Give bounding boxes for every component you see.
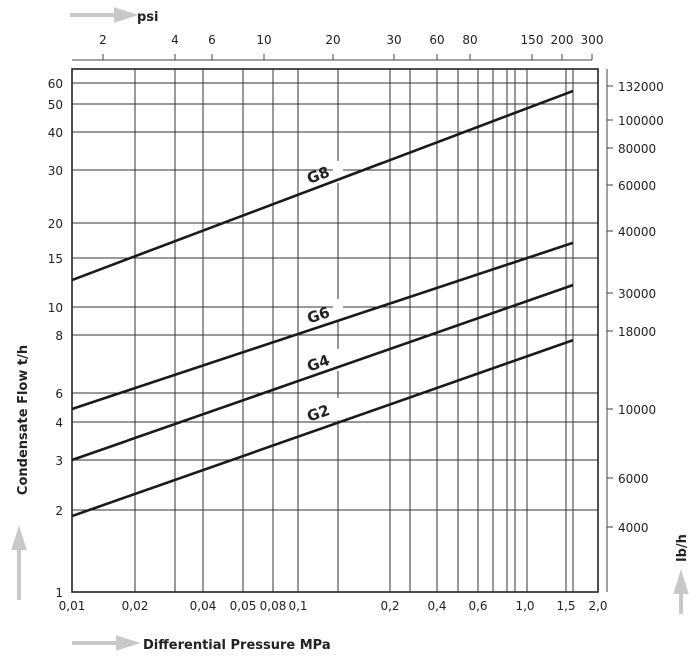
y2-tick-label: 30000	[618, 287, 656, 301]
x2-tick-label: 10	[256, 33, 271, 47]
y2-tick-label: 100000	[618, 114, 664, 128]
y-axis-label: Condensate Flow t/h	[16, 345, 31, 495]
series-line-g8	[71, 89, 574, 282]
series-line-g4	[71, 283, 574, 462]
y-tick-label: 60	[48, 77, 63, 91]
label-gap	[333, 398, 343, 420]
y-tick-label: 20	[48, 217, 63, 231]
label-gap	[333, 349, 343, 371]
x2-axis-label: psi	[137, 10, 159, 25]
y2-tick-label: 18000	[618, 325, 656, 339]
y-tick-label: 2	[55, 504, 63, 518]
arrow-right-icon	[72, 635, 141, 651]
y2-tick-label: 132000	[618, 80, 664, 94]
x2-tick-label: 20	[325, 33, 340, 47]
x-tick-label: 0,04	[190, 599, 217, 613]
y-tick-label: 8	[55, 329, 63, 343]
x-tick-label: 2,0	[588, 599, 607, 613]
y-tick-label: 40	[48, 126, 63, 140]
y-tick-label: 15	[48, 252, 63, 266]
x2-tick-label: 6	[208, 33, 216, 47]
x-tick-label: 1,5	[556, 599, 575, 613]
y-tick-label: 3	[55, 454, 63, 468]
x2-tick-label: 2	[99, 33, 107, 47]
x2-tick-label: 30	[386, 33, 401, 47]
x2-tick-label: 60	[429, 33, 444, 47]
y-tick-label: 10	[48, 301, 63, 315]
y-tick-label: 6	[55, 387, 63, 401]
right-axis-title: lb/h	[673, 534, 690, 614]
x-tick-label: 0,01	[59, 599, 86, 613]
y2-tick-label: 4000	[618, 521, 649, 535]
grid	[72, 69, 598, 592]
x-tick-label: 0,05	[230, 599, 257, 613]
arrow-up-icon	[673, 569, 689, 614]
label-gap	[333, 161, 343, 183]
bottom-axis-title: Differential Pressure MPa	[72, 635, 331, 653]
y-tick-label: 4	[55, 416, 63, 430]
arrow-up-icon	[11, 525, 27, 600]
x-tick-label: 0,02	[122, 599, 149, 613]
x-tick-label: 0,6	[468, 599, 487, 613]
x-tick-label: 0,1	[288, 599, 307, 613]
x2-tick-label: 200	[551, 33, 574, 47]
y2-tick-label: 10000	[618, 403, 656, 417]
top-axis-title: psi	[70, 7, 159, 25]
y2-tick-label: 40000	[618, 225, 656, 239]
x2-tick-label: 150	[521, 33, 544, 47]
x-tick-label: 0,2	[380, 599, 399, 613]
x-tick-label: 0,4	[427, 599, 446, 613]
y-tick-label: 50	[48, 98, 63, 112]
series-line-g6	[71, 241, 574, 411]
y2-tick-label: 60000	[618, 179, 656, 193]
label-gap	[333, 299, 343, 321]
x-tick-label: 1,0	[515, 599, 534, 613]
y-tick-label: 30	[48, 164, 63, 178]
arrow-right-icon	[70, 7, 139, 23]
x-tick-label: 0,08	[260, 599, 287, 613]
x2-tick-label: 4	[171, 33, 179, 47]
plot-frame	[71, 68, 599, 593]
y-tick-label: 1	[55, 586, 63, 600]
x2-tick-label: 80	[462, 33, 477, 47]
x2-tick-label: 300	[581, 33, 604, 47]
y2-tick-label: 80000	[618, 142, 656, 156]
x-axis-label: Differential Pressure MPa	[143, 638, 331, 653]
y2-axis-label: lb/h	[675, 534, 690, 562]
tick-labels: 0,01 0,02 0,04 0,05 0,08 0,1 0,2 0,4 0,6 1,0 1,5 2,…	[48, 33, 664, 613]
series-line-g2	[71, 338, 574, 518]
left-axis-title: Condensate Flow t/h	[11, 345, 31, 600]
y2-tick-label: 6000	[618, 472, 649, 486]
